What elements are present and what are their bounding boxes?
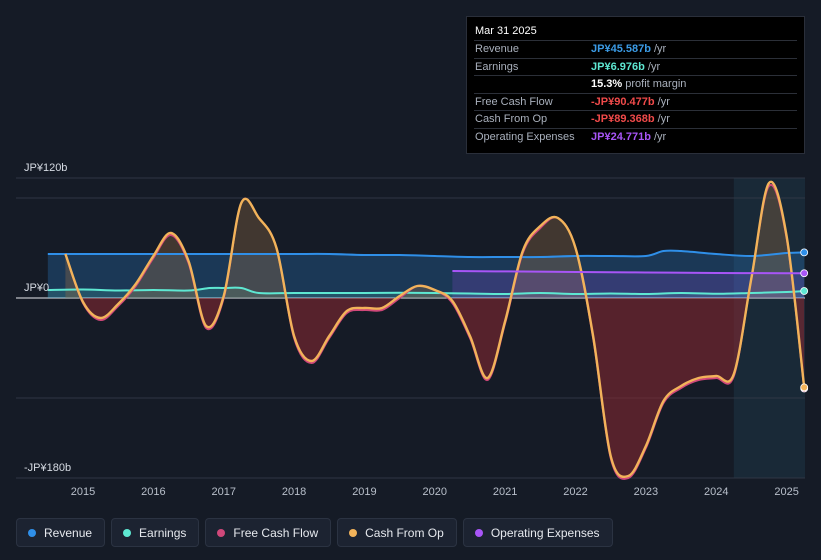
tooltip-row: Earnings JP¥6.976b /yr	[474, 57, 797, 76]
x-tick-label: 2022	[563, 486, 587, 498]
cash-from-op-line	[64, 180, 806, 479]
cash-from-op-end-dot	[800, 383, 809, 392]
y-tick-label: JP¥0	[24, 282, 49, 294]
tooltip-row-label: Operating Expenses	[475, 130, 575, 143]
legend-item-earnings[interactable]: Earnings	[111, 518, 200, 547]
tooltip-row-value: JP¥24.771b /yr	[591, 130, 667, 143]
legend-dot-icon	[349, 528, 358, 537]
operating-expenses-area	[452, 271, 805, 298]
cash-positive-area	[65, 184, 805, 298]
tooltip-row: Revenue JP¥45.587b /yr	[474, 40, 797, 58]
legend-item-cash-from-op[interactable]: Cash From Op	[337, 518, 457, 547]
legend-dot-icon	[474, 528, 483, 537]
tooltip-row-label: Revenue	[475, 43, 520, 56]
legend-label: Operating Expenses	[490, 525, 600, 540]
legend-label: Earnings	[139, 525, 187, 540]
earnings-line	[47, 286, 805, 296]
tooltip-row: Free Cash Flow -JP¥90.477b /yr	[474, 92, 797, 111]
x-tick-label: 2016	[141, 486, 165, 498]
tooltip-row: 15.3% profit margin	[474, 75, 797, 93]
x-tick-label: 2015	[71, 486, 95, 498]
legend-item-operating-expenses[interactable]: Operating Expenses	[462, 518, 613, 547]
x-tick-label: 2024	[704, 486, 728, 498]
revenue-area	[47, 250, 805, 298]
free-cash-flow-area	[65, 298, 805, 478]
legend-dot-icon	[123, 528, 132, 537]
legend-dot-icon	[217, 528, 226, 537]
tooltip-row-value: 15.3% profit margin	[591, 78, 687, 91]
tooltip-row-value: -JP¥89.368b /yr	[591, 113, 670, 126]
x-tick-label: 2019	[352, 486, 376, 498]
x-tick-label: 2023	[634, 486, 658, 498]
legend-dot-icon	[28, 528, 36, 537]
y-tick-label: JP¥120b	[24, 162, 67, 174]
y-tick-label: -JP¥180b	[24, 462, 71, 474]
tooltip-row-label: Earnings	[475, 60, 519, 73]
tooltip-row: Operating Expenses JP¥24.771b /yr	[474, 127, 797, 146]
earnings-area	[47, 287, 805, 298]
x-tick-label: 2025	[774, 486, 798, 498]
tooltip-date: Mar 31 2025	[475, 25, 537, 37]
earnings-end-dot	[800, 287, 809, 295]
operating-expenses-end-dot	[800, 269, 809, 278]
tooltip-row-value: JP¥45.587b /yr	[591, 43, 667, 56]
x-tick-label: 2020	[423, 486, 447, 498]
legend-label: Cash From Op	[365, 525, 444, 540]
legend-item-free-cash-flow[interactable]: Free Cash Flow	[205, 518, 332, 547]
x-tick-label: 2021	[493, 486, 517, 498]
tooltip-row-label: Cash From Op	[475, 113, 548, 126]
legend: Revenue Earnings Free Cash Flow Cash From O…	[16, 518, 613, 547]
tooltip-panel: Mar 31 2025 Revenue JP¥45.587b /yr Earning…	[466, 16, 805, 154]
x-tick-label: 2017	[211, 486, 235, 498]
revenue-end-dot	[800, 248, 809, 257]
operating-expenses-line	[452, 270, 805, 275]
forecast-region	[733, 178, 805, 478]
x-tick-label: 2018	[282, 486, 306, 498]
legend-item-revenue[interactable]: Revenue	[16, 518, 106, 547]
legend-label: Free Cash Flow	[233, 525, 319, 540]
legend-label: Revenue	[44, 525, 93, 540]
tooltip-row: Cash From Op -JP¥89.368b /yr	[474, 110, 797, 128]
tooltip-row-value: JP¥6.976b /yr	[591, 60, 661, 73]
tooltip-row-label: Free Cash Flow	[475, 95, 553, 108]
tooltip-row-value: -JP¥90.477b /yr	[591, 95, 670, 108]
